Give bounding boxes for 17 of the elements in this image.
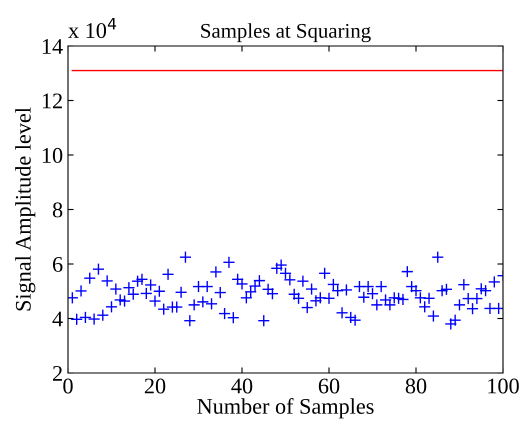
y-tick-label: 10 [42, 148, 62, 163]
y-tick-label: 2 [53, 366, 62, 381]
chart-title: Samples at Squaring [201, 23, 371, 42]
y-tick-label: 6 [52, 256, 62, 272]
y-tick-label: 8 [52, 202, 62, 218]
y-tick-label: 12 [42, 93, 62, 108]
y-tick-label: 14 [42, 39, 63, 54]
x-tick-label: 40 [231, 378, 252, 394]
y-axis-title: Signal Amplitude level [15, 107, 36, 310]
x-tick-label: 100 [488, 378, 519, 394]
x-tick-label: 80 [406, 378, 426, 394]
x-axis-title: Number of Samples [197, 398, 374, 418]
x-tick-label: 60 [318, 378, 340, 394]
text: x 10$^{4}$ [68, 18, 116, 38]
x-tick-label: 0 [63, 378, 73, 394]
x-tick-label: 20 [144, 378, 166, 394]
y-tick-label: 4 [52, 312, 63, 326]
